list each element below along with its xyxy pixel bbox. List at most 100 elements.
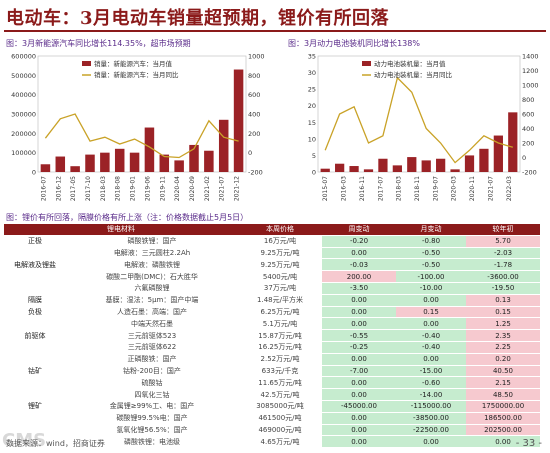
plot-frame — [317, 55, 521, 173]
table-week: -0.25 — [322, 341, 396, 354]
header-week: 周变动 — [322, 224, 396, 236]
table-ytd: 2.35 — [466, 329, 540, 342]
bar — [392, 165, 402, 172]
y-right-tick: 400 — [248, 111, 260, 119]
x-tick: 2021-02 — [204, 176, 211, 201]
table-row: 负极 人造石墨：高端：国产 6.25万元/吨 0.00 0.15 0.15 — [4, 306, 540, 319]
table-cat — [4, 388, 66, 401]
y-left-tick: 500000 — [11, 72, 36, 80]
table-row: 六氟磷酸锂 37万元/吨 -3.50 -10.00 -19.50 — [4, 282, 540, 295]
table-price: 3085000元/吨 — [238, 400, 322, 413]
bar — [218, 119, 229, 172]
x-tick: 2019-07 — [432, 176, 439, 201]
table-cat — [4, 270, 66, 283]
table-row: 正极 磷酸铁锂：国产 16万元/吨 -0.20 -0.80 5.70 — [4, 235, 540, 248]
x-tick: 2016-12 — [55, 176, 62, 201]
table-price: 9.25万元/吨 — [238, 247, 322, 260]
table-cat — [4, 282, 66, 295]
table-ytd: -1.78 — [466, 258, 540, 272]
y-left-tick: 0 — [32, 169, 36, 177]
table-name: 硫酸钴 — [66, 376, 238, 390]
bar — [436, 158, 446, 172]
table-name: 电解液：三元圆柱2.2Ah — [66, 247, 238, 260]
table-name: 氢氧化锂56.5%：国产 — [66, 424, 238, 437]
table-name: 钴粉-200目：国产 — [66, 365, 238, 378]
bar — [100, 152, 110, 172]
table-price: 5400元/吨 — [238, 270, 322, 283]
bar — [421, 160, 431, 172]
legend-label: 动力电池装机量：当月同比 — [374, 70, 453, 79]
table-cat: 钴矿 — [4, 365, 66, 378]
y-right-tick: 600 — [248, 91, 260, 99]
x-tick: 2022-03 — [506, 176, 513, 201]
table-ytd: 0.13 — [466, 294, 540, 307]
table-month: -100.00 — [396, 270, 466, 283]
table-price: 461500元/吨 — [238, 412, 322, 425]
bar — [479, 148, 489, 172]
table-week: -0.55 — [322, 329, 396, 342]
table-week: 0.00 — [322, 306, 396, 319]
table-name: 中端天然石墨 — [66, 317, 238, 331]
table-name: 电解液：磷酸铁锂 — [66, 258, 238, 272]
y-right-tick: 200 — [248, 130, 260, 138]
y-right-tick: 1200 — [522, 67, 539, 75]
table-cat — [4, 353, 66, 366]
cms-logo: CMS — [2, 430, 47, 451]
table-month: -0.80 — [396, 235, 466, 248]
chart-battery-install: 0 5 10 15 20 25 30 35 -200 0 200 400 600 800 1000 1200 1… — [308, 53, 539, 202]
table-week: 0.00 — [322, 424, 396, 437]
table-week: 0.00 — [322, 353, 396, 366]
bar — [320, 168, 330, 172]
y-right-tick: 1000 — [522, 82, 539, 90]
title-rule — [4, 30, 546, 32]
table-week: 0.00 — [322, 317, 396, 331]
y-left-tick: 15 — [308, 119, 316, 127]
plot-frame — [37, 55, 247, 173]
table-week: -3.50 — [322, 282, 396, 295]
table-month: 0.00 — [396, 353, 466, 366]
table-row: 磷酸铁锂：电池级 4.65万元/吨 0.00 0.00 0.00 — [4, 435, 540, 449]
table-cat: 锂矿 — [4, 400, 66, 413]
table-month: 0.00 — [396, 435, 466, 449]
data-source: 数据来源：wind，招商证券 — [6, 439, 105, 448]
table-cat: 电解液及锂盐 — [4, 258, 66, 272]
table-ytd: -19.50 — [466, 282, 540, 295]
table-ytd: 1750000.00 — [466, 400, 540, 413]
table-ytd: 0.20 — [466, 353, 540, 366]
x-tick: 2017-10 — [85, 176, 92, 201]
y-right-tick: 0 — [522, 154, 526, 162]
table-week: -0.03 — [322, 258, 396, 272]
table-price: 9.25万元/吨 — [238, 258, 322, 272]
x-tick: 2016-11 — [359, 176, 366, 201]
table-week: -45000.00 — [322, 400, 396, 413]
table-row: 碳酸二甲酯(DMC)：石大胜华 5400元/吨 200.00 -100.00 -3600… — [4, 270, 540, 283]
table-ytd: 186500.00 — [466, 412, 540, 425]
table-name: 磷酸铁锂：国产 — [66, 235, 238, 248]
x-tick: 2019-06 — [144, 176, 151, 201]
table-price: 16万元/吨 — [238, 235, 322, 248]
chart1-title: 图：3月新能源汽车同比增长114.35%，超市场预期 — [6, 39, 191, 48]
bar — [114, 148, 125, 172]
table-price: 42.5万元/吨 — [238, 388, 322, 401]
table-row: 中端天然石墨 5.1万元/吨 0.00 0.00 1.25 — [4, 317, 540, 331]
table-name: 金属锂≥99%工、电：国产 — [66, 400, 238, 413]
table-price: 37万元/吨 — [238, 282, 322, 295]
table-cat — [4, 247, 66, 260]
x-tick: 2017-05 — [70, 176, 77, 201]
bar — [85, 154, 95, 172]
x-tick: 2018-11 — [414, 176, 421, 201]
table-name: 三元前驱体523 — [66, 329, 238, 342]
y-right-tick: 800 — [522, 96, 534, 104]
table-name: 磷酸铁锂：电池级 — [66, 435, 238, 449]
table-name: 基膜：湿法：5μm：国产中端 — [66, 294, 238, 307]
table-ytd: 0.00 — [466, 435, 540, 449]
table-week: 0.00 — [322, 294, 396, 307]
bar — [233, 69, 244, 172]
table-name: 人造石墨：高端：国产 — [66, 306, 238, 319]
table-ytd: 0.15 — [466, 306, 540, 319]
table-row: 硫酸钴 11.65万元/吨 0.00 -0.60 2.15 — [4, 376, 540, 390]
table-ytd: 1.25 — [466, 317, 540, 331]
x-tick: 2020-03 — [451, 176, 458, 201]
legend-label: 销量：新能源汽车：当月值 — [94, 59, 173, 68]
table-name: 四氧化三钴 — [66, 388, 238, 401]
